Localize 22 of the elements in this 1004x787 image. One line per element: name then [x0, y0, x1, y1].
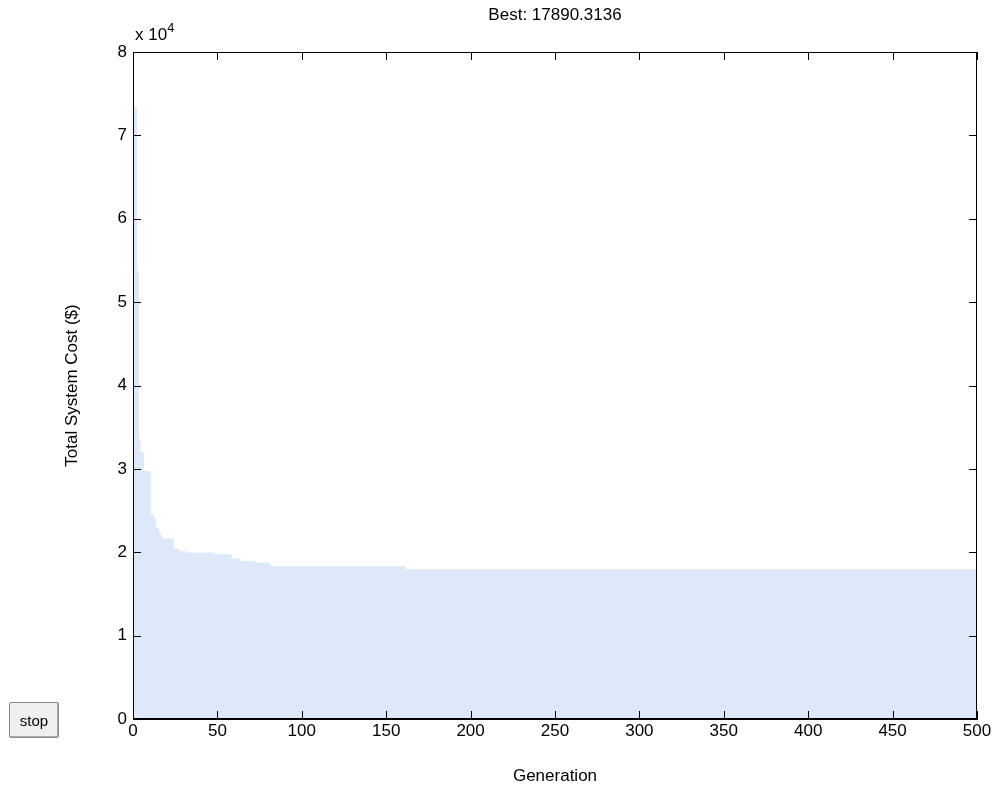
y-axis-title: Total System Cost ($) — [61, 304, 81, 467]
y-tick-label: 8 — [117, 41, 127, 61]
y-tick-label: 5 — [117, 291, 127, 311]
y-tick-label: 4 — [117, 375, 127, 395]
x-tick-label: 250 — [540, 720, 570, 740]
x-tick-label: 200 — [456, 720, 485, 740]
y-tick-label: 1 — [117, 625, 127, 645]
x-tick-label: 300 — [625, 720, 654, 740]
x-tick-label: 500 — [962, 720, 992, 740]
stop-button: stop — [9, 702, 59, 738]
x-tick-label: 450 — [878, 720, 907, 740]
y-tick-label: 6 — [117, 208, 127, 228]
x-tick-label: 150 — [372, 720, 401, 740]
y-tick-label: 3 — [117, 458, 127, 478]
y-tick-label: 7 — [117, 125, 127, 145]
y-tick-label: 2 — [117, 541, 127, 561]
chart-title: Best: 17890.3136 — [488, 5, 622, 24]
x-tick-label: 100 — [287, 720, 316, 740]
x-axis-title: Generation — [512, 766, 598, 786]
x-tick-label: 400 — [794, 720, 823, 740]
x-tick-label: 50 — [207, 720, 227, 740]
x-tick-label: 350 — [709, 720, 738, 740]
